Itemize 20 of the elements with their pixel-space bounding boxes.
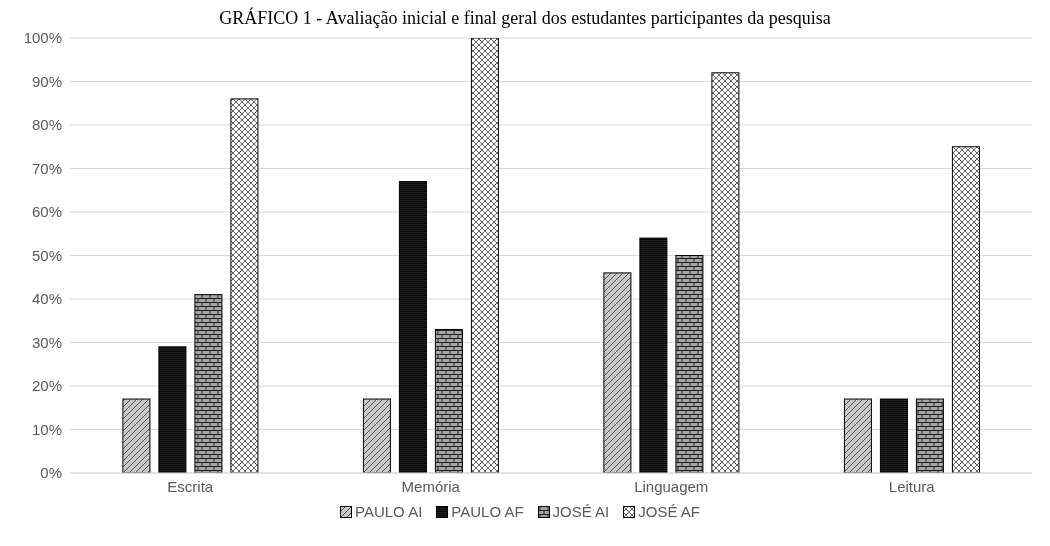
legend-label: JOSÉ AI (551, 503, 610, 520)
chart-title: GRÁFICO 1 - Avaliação inicial e final geral dos estudantes participantes da pesquisa (218, 8, 832, 30)
legend-label: PAULO AI (354, 503, 423, 520)
y-tick-label: 80% (31, 116, 62, 134)
y-tick-label: 100% (23, 29, 62, 47)
y-tick-label: 20% (31, 377, 62, 395)
y-tick-label: 70% (31, 159, 62, 177)
y-tick-label: 90% (31, 72, 62, 90)
y-tick-label: 0% (40, 464, 62, 482)
legend-label: PAULO AF (450, 503, 524, 520)
x-tick-label: Escrita (167, 477, 214, 495)
x-tick-label: Memória (401, 477, 461, 495)
y-tick-label: 30% (31, 333, 62, 351)
legend-label: JOSÉ AF (637, 503, 700, 520)
y-tick-label: 40% (31, 290, 62, 308)
y-tick-label: 50% (31, 246, 62, 264)
x-tick-label: Leitura (888, 477, 936, 495)
x-tick-label: Linguagem (634, 477, 709, 495)
y-tick-label: 60% (31, 203, 62, 221)
y-tick-label: 10% (31, 420, 62, 438)
